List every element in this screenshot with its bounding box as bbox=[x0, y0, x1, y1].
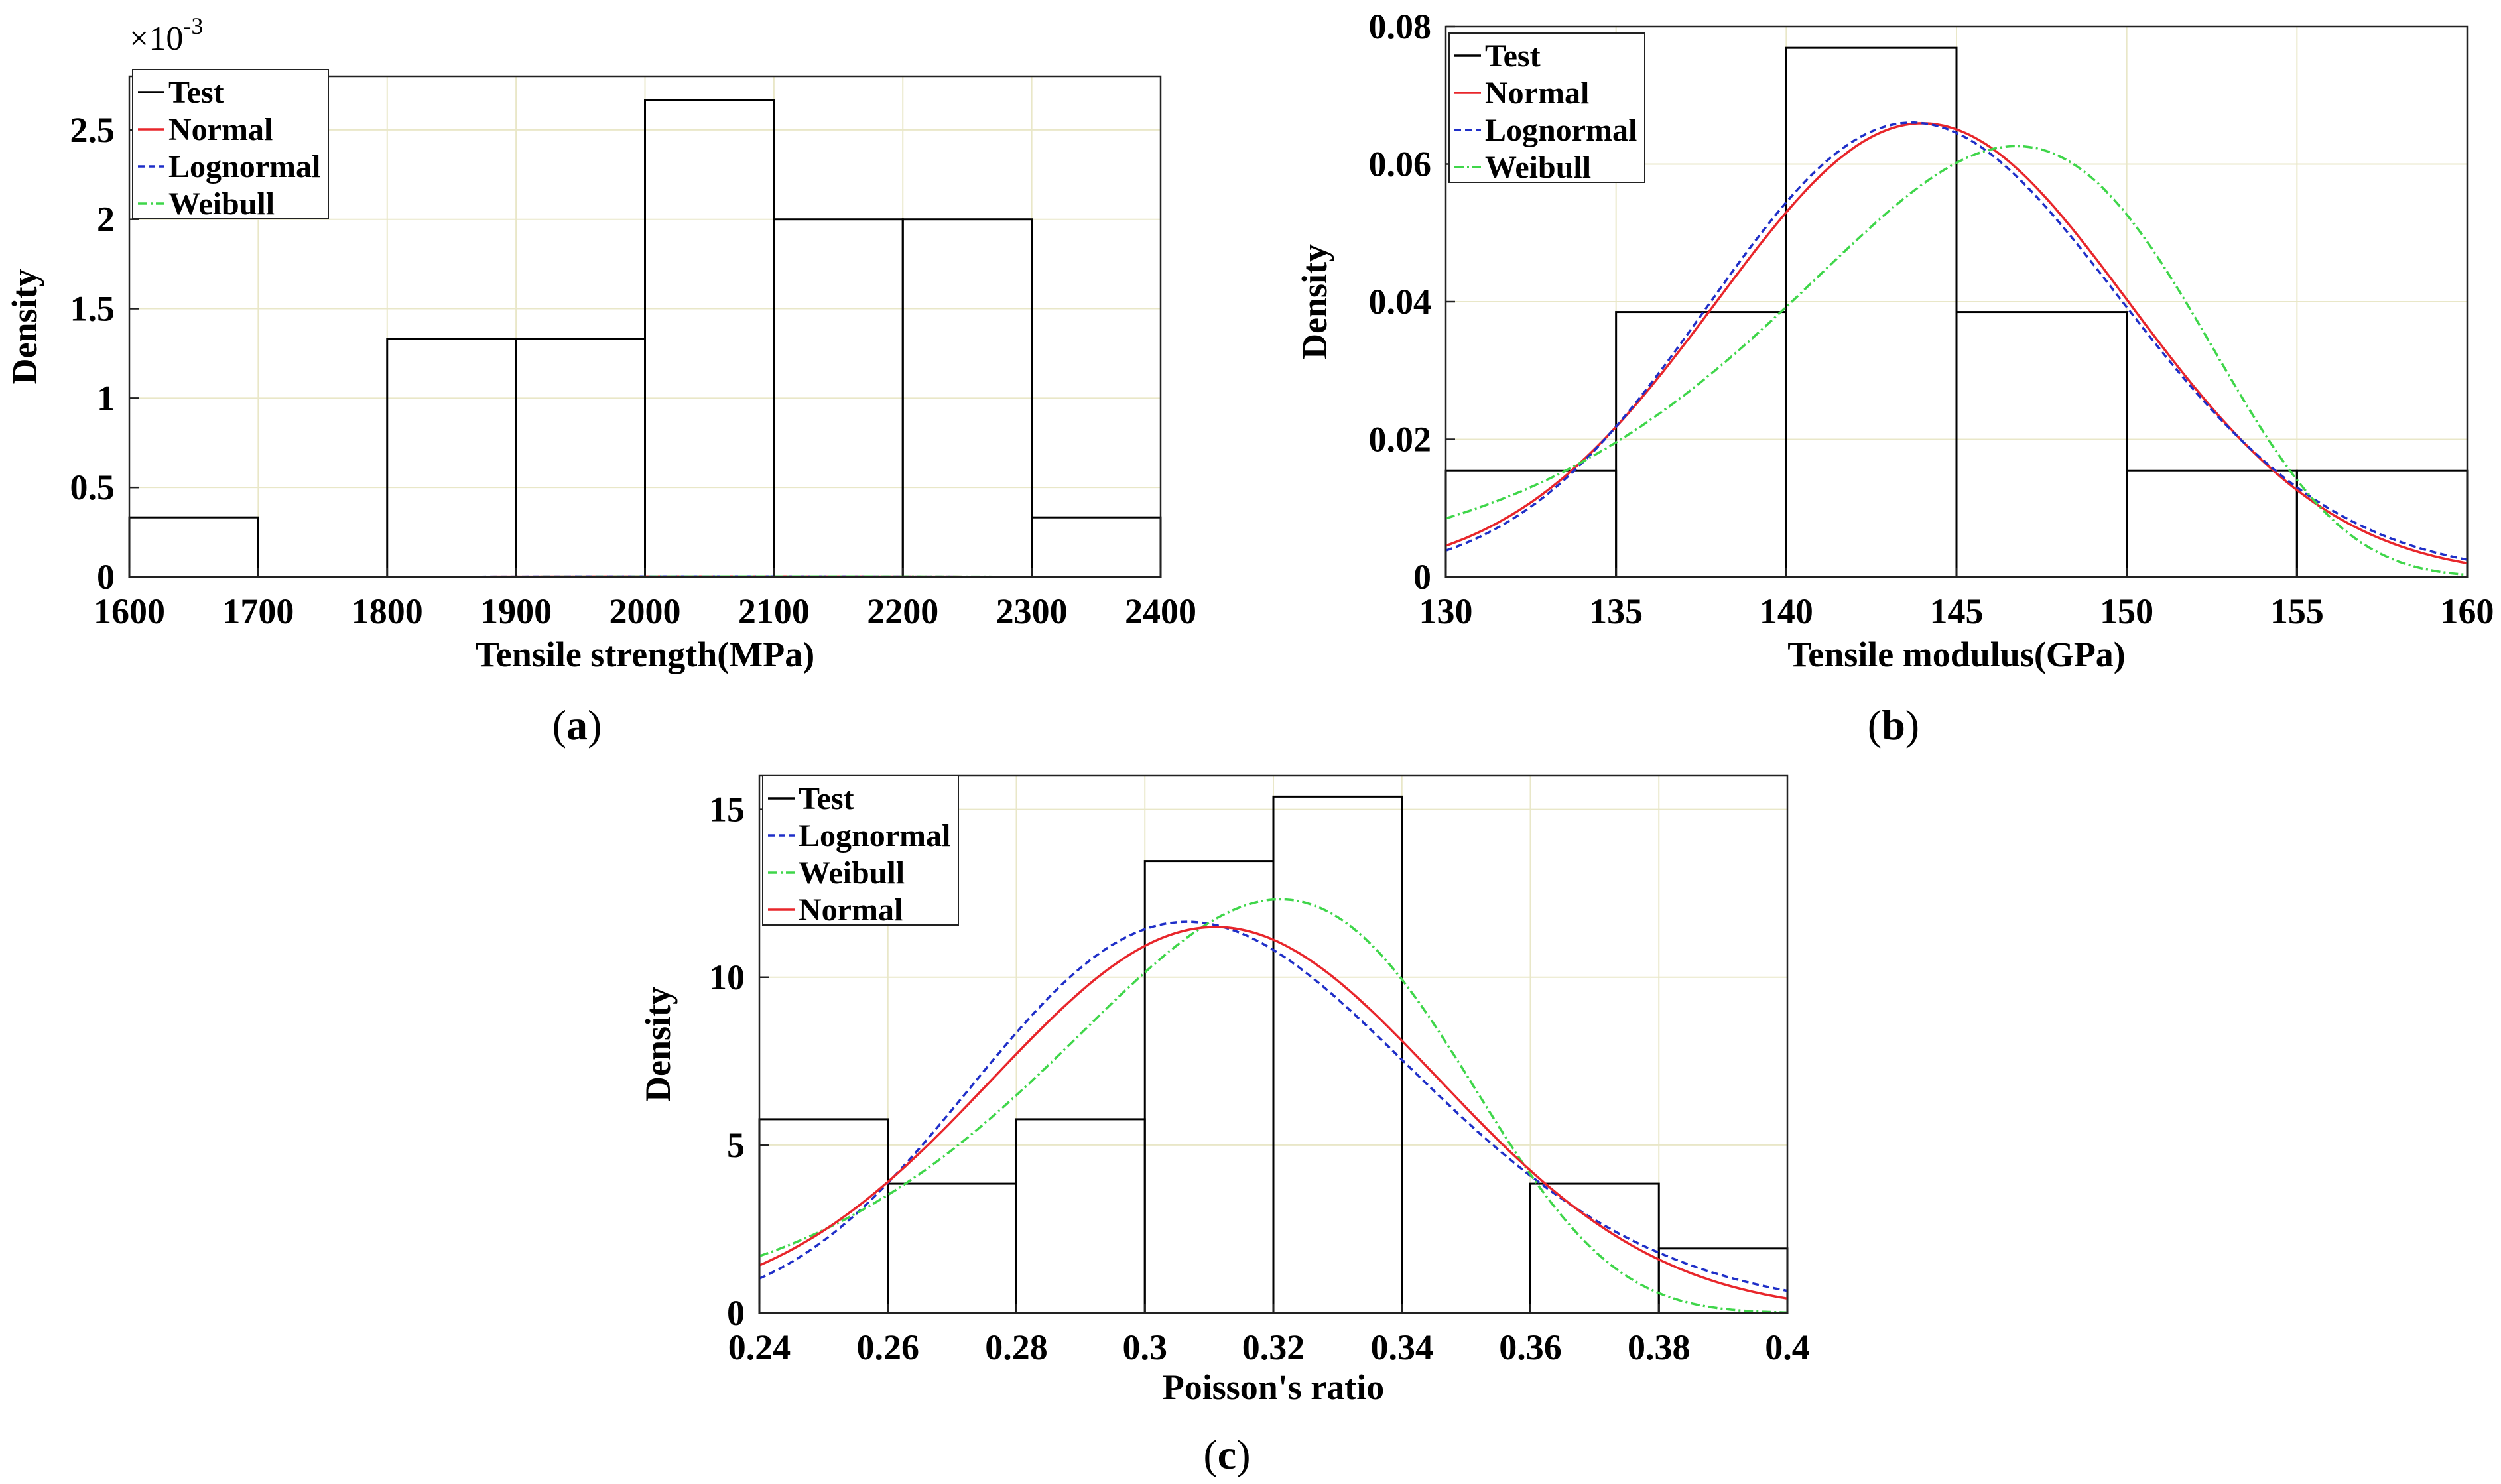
legend-label-lognormal: Lognormal bbox=[1485, 113, 1637, 148]
panel-label-c: (c) bbox=[1203, 1431, 1250, 1478]
hist-bar-b-1 bbox=[1615, 311, 1787, 578]
x-tick-label: 0.34 bbox=[1371, 1328, 1434, 1367]
hist-bar-b-2 bbox=[1785, 46, 1958, 578]
legend-label-lognormal: Lognormal bbox=[799, 818, 950, 853]
x-tick-label: 145 bbox=[1930, 591, 1984, 631]
legend-label-test: Test bbox=[799, 781, 854, 816]
y-multiplier-exponent: -3 bbox=[183, 13, 203, 39]
y-tick-label: 0.04 bbox=[1369, 282, 1432, 322]
hist-bar-c-6 bbox=[1529, 1182, 1660, 1314]
x-tick-label: 2300 bbox=[996, 591, 1068, 631]
y-tick-label: 15 bbox=[709, 790, 745, 830]
hist-bar-c-2 bbox=[1015, 1118, 1146, 1314]
legend-label-normal: Normal bbox=[168, 112, 273, 147]
hist-bar-a-7 bbox=[1031, 516, 1162, 578]
chart-panel-a: 1600 1700 1800 1900 2000 2100 2200 2300 2400 0 0.5… bbox=[5, 13, 1196, 749]
legend-label-normal: Normal bbox=[1485, 76, 1589, 111]
x-axis-label: Tensile strength(MPa) bbox=[476, 635, 814, 674]
panel-label-a: (a) bbox=[552, 702, 602, 749]
hist-bar-a-0 bbox=[128, 516, 259, 578]
y-axis-label: Density bbox=[1295, 244, 1334, 359]
series-line-c-weibull bbox=[759, 898, 1788, 1314]
hist-bar-c-7 bbox=[1657, 1247, 1789, 1314]
hist-bar-a-4 bbox=[644, 99, 775, 578]
series-line-c-lognormal bbox=[759, 920, 1788, 1292]
x-tick-label: 0.28 bbox=[985, 1328, 1048, 1367]
series-line-b-weibull bbox=[1445, 145, 2468, 576]
hist-bar-c-1 bbox=[887, 1182, 1017, 1314]
legend-box bbox=[132, 69, 329, 219]
x-tick-label: 0.3 bbox=[1123, 1328, 1168, 1367]
legend-box bbox=[762, 775, 959, 926]
x-tick-label: 0.32 bbox=[1242, 1328, 1305, 1367]
y-tick-label: 1 bbox=[97, 378, 115, 418]
legend-label-weibull: Weibull bbox=[1485, 150, 1591, 185]
hist-bar-b-3 bbox=[1955, 311, 2128, 578]
x-axis-label: Poisson's ratio bbox=[1163, 1367, 1385, 1407]
hist-bar-a-2 bbox=[386, 338, 517, 578]
x-tick-label: 1700 bbox=[222, 591, 294, 631]
y-tick-label: 0.5 bbox=[70, 467, 115, 507]
y-tick-label: 0 bbox=[1413, 557, 1431, 597]
hist-bar-b-4 bbox=[2126, 469, 2298, 578]
x-axis-label: Tensile modulus(GPa) bbox=[1787, 635, 2126, 674]
hist-bar-c-4 bbox=[1272, 795, 1403, 1314]
x-tick-label: 1900 bbox=[480, 591, 552, 631]
series-line-c-normal bbox=[759, 926, 1788, 1300]
x-tick-label: 160 bbox=[2441, 591, 2494, 631]
y-tick-label: 5 bbox=[727, 1125, 745, 1165]
hist-bar-a-3 bbox=[515, 338, 646, 578]
x-tick-label: 0.36 bbox=[1499, 1328, 1562, 1367]
x-tick-label: 2000 bbox=[609, 591, 681, 631]
legend-label-lognormal: Lognormal bbox=[168, 149, 320, 184]
legend-label-test: Test bbox=[168, 75, 224, 110]
y-axis-label: Density bbox=[5, 269, 44, 385]
y-tick-label: 0.02 bbox=[1369, 420, 1432, 460]
legend-label-normal: Normal bbox=[799, 893, 903, 928]
y-multiplier: ×10-3 bbox=[129, 13, 203, 58]
x-tick-label: 1600 bbox=[94, 591, 165, 631]
y-tick-label: 1.5 bbox=[70, 289, 115, 329]
y-tick-label: 0.06 bbox=[1369, 145, 1432, 184]
x-tick-label: 0.24 bbox=[728, 1328, 791, 1367]
y-tick-label: 2.5 bbox=[70, 110, 115, 150]
x-tick-label: 135 bbox=[1589, 591, 1643, 631]
legend-label-test: Test bbox=[1485, 38, 1541, 74]
y-tick-label: 0 bbox=[97, 557, 115, 597]
hist-bar-b-5 bbox=[2295, 469, 2469, 578]
x-tick-label: 1800 bbox=[352, 591, 423, 631]
chart-panel-b: 130 135 140 145 150 155 160 0 0.02 0.04 0.06 0.08 Te… bbox=[1295, 7, 2494, 749]
y-tick-label: 2 bbox=[97, 200, 115, 239]
y-tick-label: 0 bbox=[727, 1293, 745, 1333]
y-axis-label: Density bbox=[638, 987, 678, 1102]
x-tick-label: 0.4 bbox=[1765, 1328, 1810, 1367]
panel-label-b: (b) bbox=[1868, 702, 1919, 749]
x-tick-label: 2400 bbox=[1125, 591, 1196, 631]
x-tick-label: 155 bbox=[2270, 591, 2324, 631]
y-tick-label: 0.08 bbox=[1369, 7, 1432, 46]
legend-label-weibull: Weibull bbox=[799, 855, 905, 891]
x-tick-label: 2100 bbox=[738, 591, 810, 631]
x-tick-label: 0.26 bbox=[857, 1328, 920, 1367]
x-tick-label: 0.38 bbox=[1628, 1328, 1691, 1367]
chart-panel-c: 0.24 0.26 0.28 0.3 0.32 0.34 0.36 0.38 0.4 0 5 10 15… bbox=[638, 774, 1810, 1478]
x-tick-label: 130 bbox=[1419, 591, 1473, 631]
series-line-b-lognormal bbox=[1445, 121, 2468, 561]
y-tick-label: 10 bbox=[709, 958, 745, 997]
legend-label-weibull: Weibull bbox=[168, 186, 275, 221]
hist-bar-c-3 bbox=[1143, 860, 1275, 1314]
x-tick-label: 150 bbox=[2100, 591, 2153, 631]
y-multiplier-base: ×10 bbox=[129, 20, 183, 58]
hist-bar-c-0 bbox=[758, 1118, 889, 1314]
x-tick-label: 2200 bbox=[867, 591, 938, 631]
legend-box bbox=[1448, 32, 1645, 183]
x-tick-label: 140 bbox=[1760, 591, 1813, 631]
